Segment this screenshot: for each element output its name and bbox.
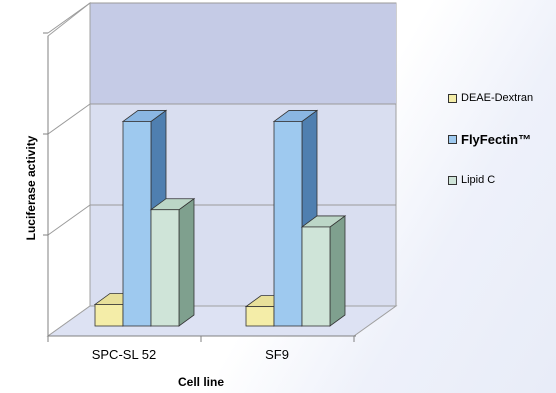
- legend-label: DEAE-Dextran: [461, 92, 534, 104]
- y-axis-title: Luciferase activity: [24, 135, 38, 240]
- x-tick-labels: SPC-SL 52 SF9: [92, 347, 289, 362]
- bars: [93, 109, 347, 327]
- legend-label: FlyFectin™: [461, 132, 532, 147]
- side-wall: [47, 1, 91, 337]
- legend-swatch: [448, 175, 457, 185]
- gridline: [47, 204, 91, 236]
- legend-item: FlyFectin™: [448, 132, 531, 147]
- legend-label: Lipid C: [461, 174, 496, 186]
- bar-front: [150, 209, 180, 327]
- gridline: [47, 103, 91, 135]
- back-wall-band: [90, 3, 396, 104]
- bar-front: [273, 121, 303, 327]
- bar: [300, 215, 347, 327]
- x-axis-title: Cell line: [178, 375, 224, 389]
- legend-item: Lipid C: [448, 174, 495, 186]
- bar: [149, 197, 196, 327]
- legend-swatch: [448, 93, 457, 103]
- bar-front: [94, 304, 124, 327]
- bar-front: [122, 121, 152, 327]
- legend-item: DEAE-Dextran: [448, 92, 533, 104]
- bar-side: [178, 197, 195, 327]
- bar-front: [301, 226, 331, 327]
- bar-side: [329, 215, 346, 327]
- gridline: [47, 2, 91, 34]
- x-tick-label: SF9: [265, 347, 289, 362]
- bar-front: [245, 306, 275, 327]
- x-tick-label: SPC-SL 52: [92, 347, 157, 362]
- axes: [43, 32, 356, 342]
- legend-swatch: [448, 135, 457, 144]
